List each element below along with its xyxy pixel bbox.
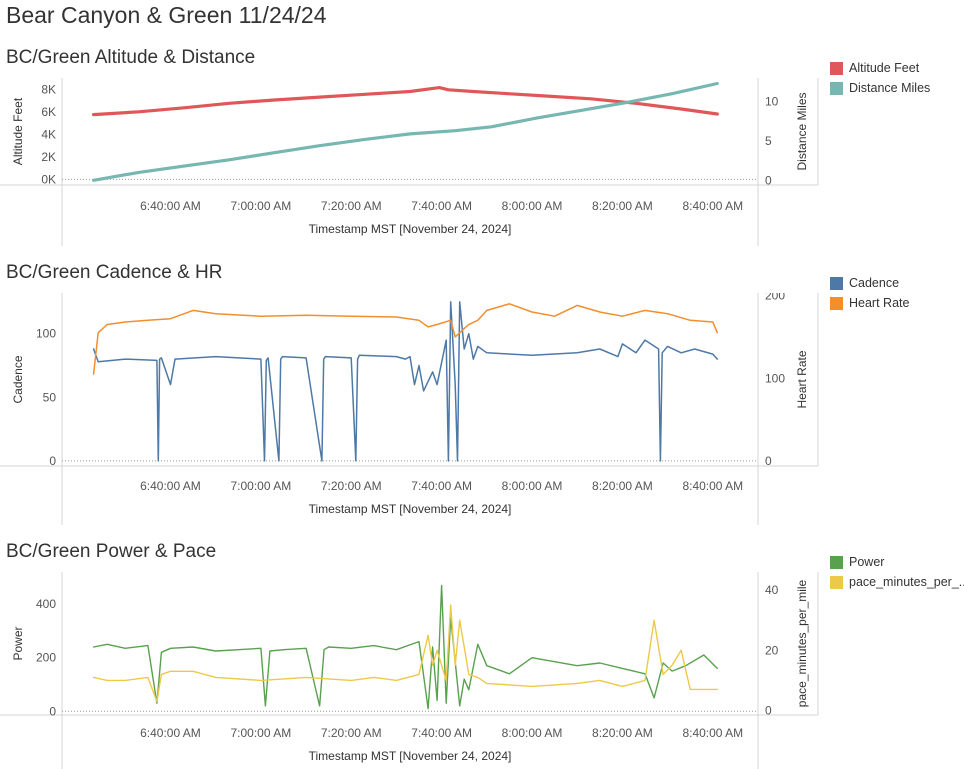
- series-power-line: [92, 584, 718, 710]
- power-pace-chart: 0 200 400 0 20 40 Power pace_minutes_per_mile 6:…: [0, 572, 819, 769]
- legend-swatch: [830, 296, 843, 310]
- y-right-tick-label: 20: [765, 643, 779, 657]
- legend-swatch: [830, 575, 843, 589]
- y-left-tick-label: 6K: [41, 105, 56, 119]
- x-tick-label: 8:00:00 AM: [502, 479, 563, 493]
- y-right-tick-label: 0: [765, 173, 772, 187]
- x-tick-label: 8:40:00 AM: [682, 199, 743, 213]
- legend-label: Heart Rate: [849, 296, 910, 310]
- x-tick-label: 7:40:00 AM: [411, 199, 472, 213]
- alt-chart-title: BC/Green Altitude & Distance: [6, 47, 256, 68]
- y-right-tick-label: 200: [765, 293, 785, 302]
- legend-label: Cadence: [849, 276, 900, 290]
- page-title: Bear Canyon & Green 11/24/24: [6, 2, 327, 28]
- y-left-tick-label: 0: [49, 704, 56, 718]
- x-tick-label: 7:20:00 AM: [321, 726, 382, 740]
- pow-chart-title: BC/Green Power & Pace: [6, 541, 217, 562]
- legend-swatch: [830, 61, 843, 75]
- x-tick-label: 7:00:00 AM: [230, 199, 291, 213]
- y-left-axis-title: Altitude Feet: [11, 97, 25, 165]
- legend-altitude-feet[interactable]: Altitude Feet: [830, 58, 930, 78]
- x-tick-label: 8:40:00 AM: [682, 726, 743, 740]
- x-tick-label: 7:40:00 AM: [411, 479, 472, 493]
- legend-distance-miles[interactable]: Distance Miles: [830, 78, 930, 98]
- legend-swatch: [830, 81, 843, 95]
- y-right-axis-title: pace_minutes_per_mile: [795, 579, 809, 707]
- legend-label: Altitude Feet: [849, 61, 920, 75]
- series-cadence-line: [92, 301, 719, 462]
- y-left-tick-label: 0K: [41, 172, 56, 186]
- y-left-tick-label: 8K: [41, 82, 56, 96]
- x-tick-label: 8:40:00 AM: [682, 479, 743, 493]
- series-distance-miles-line: [91, 81, 719, 182]
- x-tick-label: 8:20:00 AM: [592, 199, 653, 213]
- y-right-axis-title: Heart Rate: [795, 350, 809, 408]
- y-left-tick-label: 50: [43, 390, 57, 404]
- legend-label: pace_minutes_per_..: [849, 575, 964, 589]
- y-right-tick-label: 0: [765, 703, 772, 717]
- x-tick-label: 8:00:00 AM: [502, 199, 563, 213]
- x-tick-label: 7:00:00 AM: [230, 479, 291, 493]
- y-right-tick-label: 40: [765, 583, 779, 597]
- legend-label: Distance Miles: [849, 81, 931, 95]
- pow-legend: Power pace_minutes_per_..: [830, 552, 964, 592]
- y-right-tick-label: 100: [765, 371, 785, 385]
- legend-swatch: [830, 555, 843, 569]
- x-tick-label: 6:40:00 AM: [140, 199, 201, 213]
- x-tick-label: 7:40:00 AM: [411, 726, 472, 740]
- x-axis-title: Timestamp MST [November 24, 2024]: [309, 502, 512, 516]
- cad-chart-title: BC/Green Cadence & HR: [6, 262, 223, 283]
- y-left-tick-label: 200: [36, 651, 56, 665]
- y-left-tick-label: 2K: [41, 150, 56, 164]
- y-right-tick-label: 0: [765, 454, 772, 468]
- y-left-tick-label: 0: [49, 454, 56, 468]
- x-tick-label: 7:20:00 AM: [321, 479, 382, 493]
- x-tick-label: 7:00:00 AM: [230, 726, 291, 740]
- y-left-axis-title: Power: [11, 626, 25, 660]
- x-axis-title: Timestamp MST [November 24, 2024]: [309, 222, 512, 236]
- cad-legend: Cadence Heart Rate: [830, 273, 909, 313]
- y-left-tick-label: 4K: [41, 127, 56, 141]
- legend-cadence[interactable]: Cadence: [830, 273, 909, 293]
- legend-heart-rate[interactable]: Heart Rate: [830, 293, 909, 313]
- legend-pace[interactable]: pace_minutes_per_..: [830, 572, 964, 592]
- series-heart-rate-line: [92, 303, 719, 375]
- series-pace-minutes-per-mile-line: [92, 604, 718, 703]
- legend-swatch: [830, 276, 843, 290]
- x-tick-label: 6:40:00 AM: [140, 726, 201, 740]
- y-left-tick-label: 100: [36, 327, 56, 341]
- legend-label: Power: [849, 555, 885, 569]
- legend-power[interactable]: Power: [830, 552, 964, 572]
- x-tick-label: 7:20:00 AM: [321, 199, 382, 213]
- series-altitude-feet-line: [91, 86, 719, 117]
- x-tick-label: 8:20:00 AM: [592, 726, 653, 740]
- cadence-hr-chart: 0 50 100 0 100 200 Cadence Heart Rate 6:40:00 AM…: [0, 293, 819, 525]
- y-right-axis-title: Distance Miles: [795, 92, 809, 170]
- y-right-tick-label: 5: [765, 134, 772, 148]
- y-left-axis-title: Cadence: [11, 355, 25, 403]
- x-tick-label: 8:20:00 AM: [592, 479, 653, 493]
- x-tick-label: 8:00:00 AM: [502, 726, 563, 740]
- y-left-tick-label: 400: [36, 597, 56, 611]
- altitude-distance-chart: 0K 2K 4K 6K 8K 0 5 10 Altitude Feet Distance Mile…: [0, 78, 819, 246]
- y-right-tick-label: 10: [765, 95, 779, 109]
- x-tick-label: 6:40:00 AM: [140, 479, 201, 493]
- x-axis-title: Timestamp MST [November 24, 2024]: [309, 749, 512, 763]
- alt-legend: Altitude Feet Distance Miles: [830, 58, 930, 98]
